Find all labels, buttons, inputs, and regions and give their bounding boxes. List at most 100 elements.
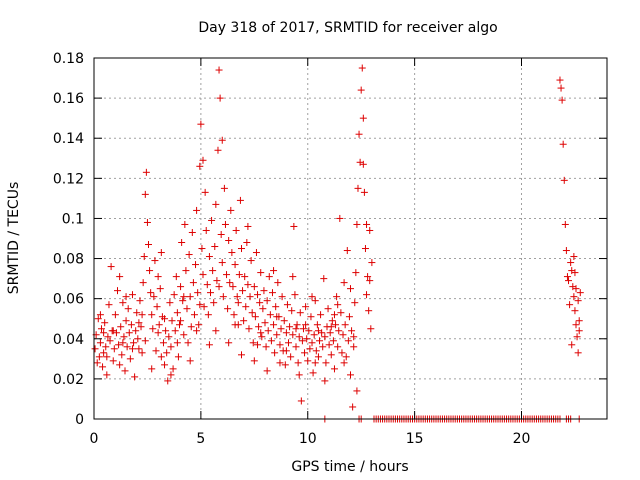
data-point	[310, 331, 318, 339]
data-point	[243, 239, 251, 247]
x-tick-label: 10	[299, 431, 317, 447]
data-point	[358, 64, 366, 72]
data-point	[177, 283, 185, 291]
data-point	[219, 293, 227, 301]
data-point	[573, 333, 581, 341]
data-point	[246, 293, 254, 301]
data-point	[223, 271, 231, 279]
y-tick-label: 0.12	[53, 171, 84, 187]
data-point	[135, 319, 143, 327]
data-point	[161, 315, 169, 323]
data-point	[168, 317, 176, 325]
data-point	[263, 367, 271, 375]
data-point	[210, 299, 218, 307]
data-point	[349, 403, 357, 411]
data-point	[105, 301, 113, 309]
data-point	[139, 279, 147, 287]
data-point	[96, 311, 104, 319]
data-point	[574, 349, 582, 357]
data-point	[348, 327, 356, 335]
data-point	[327, 351, 335, 359]
data-point	[154, 329, 162, 337]
data-point	[290, 222, 298, 230]
data-point	[341, 321, 349, 329]
data-point	[566, 301, 574, 309]
data-point	[244, 222, 252, 230]
data-point	[93, 359, 101, 367]
data-point	[218, 259, 226, 267]
data-point	[281, 361, 289, 369]
data-point	[167, 371, 175, 379]
data-point	[140, 253, 148, 261]
data-point	[199, 271, 207, 279]
data-point	[237, 245, 245, 253]
data-point	[217, 230, 225, 238]
data-point	[149, 325, 157, 333]
data-point	[95, 353, 103, 361]
data-point	[271, 349, 279, 357]
data-point	[110, 345, 118, 353]
data-point	[231, 261, 239, 269]
data-point	[188, 228, 196, 236]
data-point	[99, 363, 107, 371]
data-point	[180, 331, 188, 339]
data-point	[195, 321, 203, 329]
data-point	[162, 327, 170, 335]
data-point	[115, 341, 123, 349]
data-point	[562, 247, 570, 255]
data-point	[170, 291, 178, 299]
data-point	[135, 345, 143, 353]
y-tick-label: 0.14	[53, 131, 84, 147]
data-point	[169, 365, 177, 373]
y-tick-label: 0.02	[53, 372, 84, 388]
y-axis-label: SRMTID / TECUs	[6, 182, 22, 295]
data-point	[183, 305, 191, 313]
data-point	[572, 321, 580, 329]
data-point	[120, 333, 128, 341]
data-point	[261, 319, 269, 327]
data-point	[347, 285, 354, 293]
data-point	[122, 293, 130, 301]
data-point	[237, 351, 245, 359]
data-point	[302, 303, 310, 311]
data-point	[338, 349, 346, 357]
data-point	[133, 309, 141, 317]
data-point	[128, 291, 136, 299]
data-point	[232, 226, 240, 234]
data-point	[559, 140, 567, 148]
plot-frame	[93, 57, 608, 420]
data-point	[282, 347, 290, 355]
data-point	[296, 309, 304, 317]
data-point	[333, 293, 341, 301]
data-point	[267, 337, 275, 345]
data-point	[218, 136, 226, 144]
data-point	[221, 220, 229, 228]
data-point	[345, 313, 353, 321]
data-point	[109, 357, 117, 365]
data-point	[273, 331, 281, 339]
data-point	[114, 287, 122, 295]
data-point	[308, 339, 316, 347]
data-point	[125, 329, 133, 337]
data-point	[148, 311, 156, 319]
data-point	[224, 305, 232, 313]
data-point	[354, 184, 362, 192]
data-point	[305, 327, 313, 335]
data-point	[138, 311, 146, 319]
data-point	[278, 293, 286, 301]
data-point	[252, 249, 260, 257]
data-point	[272, 303, 280, 311]
data-point	[244, 281, 252, 289]
data-point	[316, 337, 324, 345]
data-point	[563, 273, 571, 281]
data-point	[240, 317, 248, 325]
data-point	[194, 289, 202, 297]
data-point	[570, 293, 578, 301]
data-point	[209, 267, 217, 275]
data-point	[199, 156, 207, 164]
data-point	[148, 365, 156, 373]
data-point	[255, 323, 263, 331]
data-point	[143, 218, 151, 226]
data-point	[270, 321, 278, 329]
